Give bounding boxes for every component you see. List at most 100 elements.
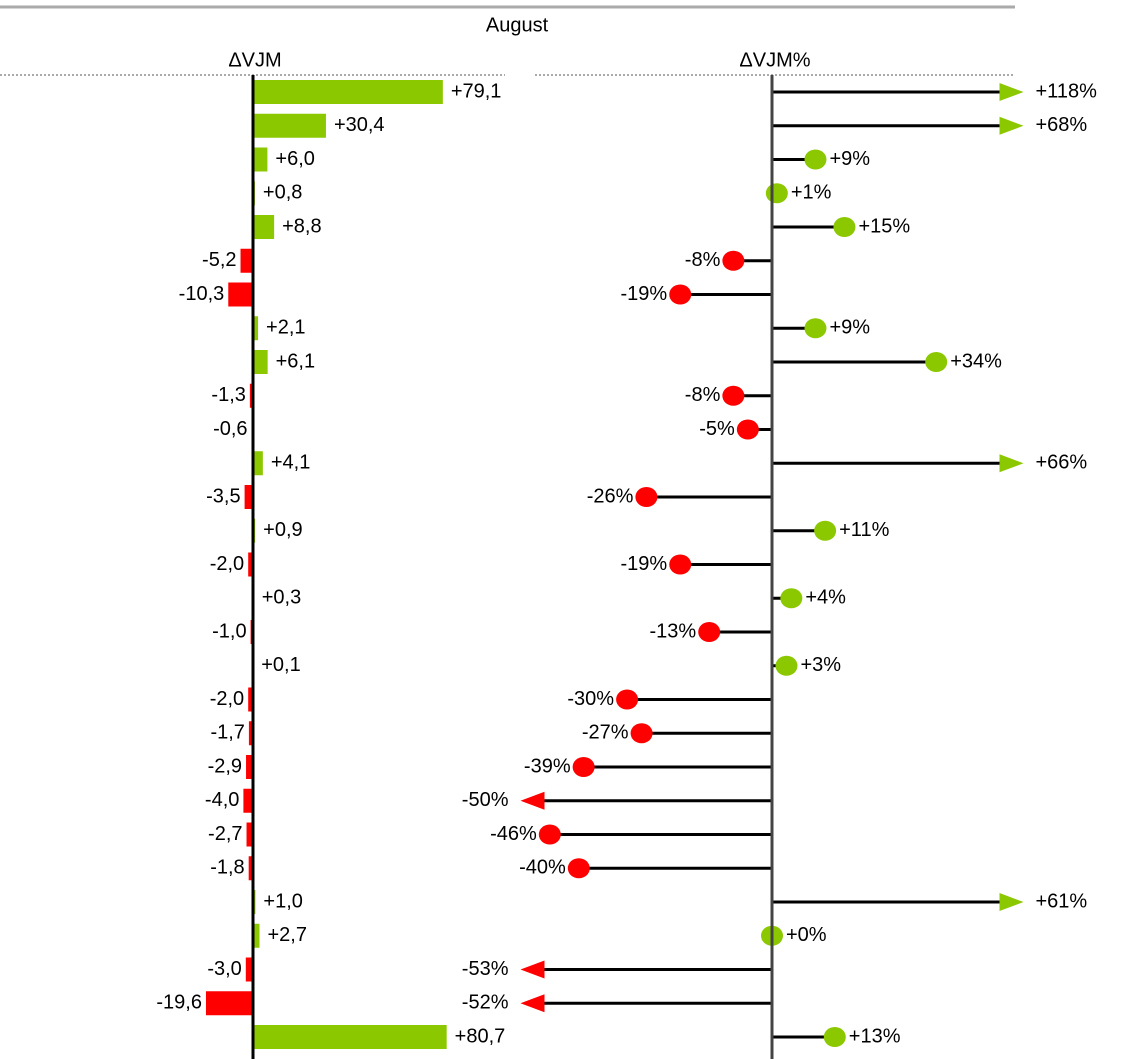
bar — [246, 755, 253, 779]
value-label: +0,1 — [261, 654, 300, 676]
value-label: +0% — [786, 924, 827, 946]
value-label: -1,3 — [211, 384, 245, 406]
pin-head — [567, 858, 590, 879]
bar — [246, 822, 253, 847]
value-label: -5,2 — [202, 249, 236, 271]
value-label: -50% — [462, 789, 509, 811]
bar — [243, 788, 253, 813]
bar — [253, 113, 326, 138]
value-label: -10,3 — [179, 283, 225, 305]
panel-title: ΔVJM — [228, 49, 281, 71]
overflow-arrow — [520, 960, 545, 979]
overflow-arrow — [520, 791, 545, 810]
overflow-arrow — [999, 893, 1024, 911]
bar — [253, 350, 268, 374]
value-label: -4,0 — [205, 789, 239, 811]
pin-head — [804, 318, 827, 339]
value-label: +9% — [829, 317, 870, 339]
value-label: +118% — [1036, 80, 1098, 102]
value-label: +15% — [858, 215, 910, 237]
overflow-arrow — [520, 994, 545, 1013]
bar — [248, 687, 253, 712]
pin-head — [669, 554, 692, 575]
value-label: +4% — [805, 587, 846, 609]
pin-head — [538, 824, 561, 845]
bar — [253, 147, 268, 172]
value-label: -8% — [685, 249, 721, 271]
value-label: +3% — [800, 654, 841, 676]
value-label: +79,1 — [451, 80, 502, 102]
bar — [248, 856, 253, 881]
value-label: -19% — [621, 553, 668, 575]
value-label: -1,8 — [210, 857, 244, 879]
value-label: -53% — [462, 958, 509, 980]
pin-head — [804, 149, 827, 170]
pin-head — [765, 183, 788, 204]
pin-head — [736, 419, 759, 440]
pin-head — [814, 520, 837, 541]
value-label: -2,0 — [210, 688, 244, 710]
bar — [248, 552, 253, 577]
panel-title: ΔVJM% — [739, 49, 810, 71]
bar — [253, 923, 260, 948]
overflow-arrow — [999, 83, 1024, 101]
value-label: +30,4 — [334, 114, 385, 136]
bar — [228, 282, 253, 307]
bar — [253, 215, 275, 239]
overflow-arrow — [999, 454, 1024, 473]
bar — [253, 451, 263, 476]
bar — [240, 248, 253, 273]
pin-head — [780, 588, 803, 609]
value-label: -39% — [524, 755, 571, 777]
value-label: +6,1 — [276, 350, 315, 372]
value-label: +0,3 — [262, 587, 301, 609]
value-label: +2,1 — [266, 317, 305, 339]
pin-head — [572, 757, 595, 777]
value-label: +1% — [791, 182, 832, 204]
value-label: +2,7 — [267, 924, 306, 946]
value-label: -19,6 — [156, 992, 202, 1014]
value-label: +9% — [829, 148, 870, 170]
value-label: +0,8 — [263, 182, 302, 204]
bar — [249, 383, 253, 408]
pin-head — [925, 352, 948, 372]
pin-head — [823, 1027, 846, 1047]
bar — [244, 485, 253, 509]
bar — [253, 80, 443, 104]
value-label: -19% — [621, 283, 668, 305]
value-label: -2,7 — [208, 823, 242, 845]
value-label: +8,8 — [282, 215, 321, 237]
pin-head — [698, 622, 721, 642]
value-label: +4,1 — [271, 452, 310, 474]
pin-head — [616, 689, 639, 710]
value-label: -1,0 — [212, 620, 246, 642]
bar — [253, 1025, 447, 1049]
value-label: -40% — [519, 857, 566, 879]
value-label: +0,9 — [263, 519, 302, 541]
value-label: -30% — [567, 688, 614, 710]
value-label: +68% — [1036, 114, 1088, 136]
value-label: -0,6 — [213, 418, 247, 440]
value-label: +1,0 — [263, 890, 302, 912]
bar — [245, 957, 253, 982]
pin-head — [630, 723, 653, 744]
value-label: +11% — [839, 519, 889, 541]
value-label: +6,0 — [275, 148, 314, 170]
value-label: +66% — [1036, 452, 1088, 474]
value-label: -2,0 — [210, 553, 244, 575]
value-label: -2,9 — [208, 755, 242, 777]
pin-head — [722, 250, 745, 271]
value-label: -46% — [490, 823, 537, 845]
value-label: -26% — [587, 485, 634, 507]
pin-head — [833, 217, 856, 237]
chart-title: August — [486, 14, 549, 36]
value-label: -1,7 — [210, 722, 244, 744]
value-label: -8% — [685, 384, 721, 406]
value-label: -5% — [699, 418, 735, 440]
value-label: +34% — [950, 350, 1002, 372]
pin-head — [775, 655, 798, 676]
value-label: +80,7 — [455, 1025, 506, 1047]
value-label: -3,0 — [207, 958, 241, 980]
bar — [248, 721, 253, 746]
bar — [253, 316, 259, 341]
